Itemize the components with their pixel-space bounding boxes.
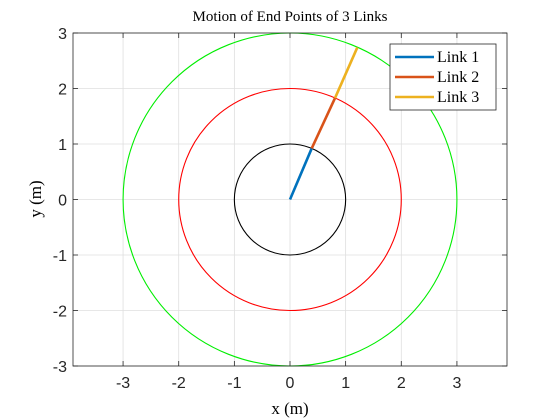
x-tick-label: 0: [286, 375, 295, 392]
series-line-link-3: [333, 46, 359, 99]
x-tick-label: -3: [116, 375, 130, 392]
x-tick-label: 3: [452, 375, 461, 392]
y-tick-label: 2: [58, 82, 67, 99]
x-tick-label: 2: [397, 375, 406, 392]
label-layer: Motion of End Points of 3 Links x (m) y …: [26, 9, 388, 418]
x-tick-label: 1: [341, 375, 350, 392]
x-tick-label: -1: [227, 375, 241, 392]
legend-label-link-3: Link 3: [437, 89, 479, 106]
y-tick-label: -3: [53, 359, 67, 376]
circle-radius-2: [178, 87, 402, 312]
x-axis-label: x (m): [271, 399, 308, 418]
y-axis-label: y (m): [26, 180, 45, 217]
series-layer: [288, 46, 359, 201]
legend-label-link-2: Link 2: [437, 69, 479, 86]
chart-title: Motion of End Points of 3 Links: [192, 9, 387, 25]
y-tick-label: -2: [53, 304, 67, 321]
y-tick-label: 3: [58, 26, 67, 43]
series-line-link-2: [310, 97, 337, 149]
tick-layer: -3 -2 -1 0 1 2 3 -3 -2 -1 0 1 2 3: [53, 26, 507, 392]
legend-label-link-1: Link 1: [437, 49, 479, 66]
circle-radius-1: [233, 143, 347, 256]
y-tick-label: -1: [53, 248, 67, 265]
y-tick-label: 0: [58, 193, 67, 210]
x-tick-label: -2: [172, 375, 186, 392]
y-tick-label: 1: [58, 137, 67, 154]
legend: Link 1 Link 2 Link 3: [389, 43, 497, 111]
series-line-link-1: [288, 147, 313, 201]
